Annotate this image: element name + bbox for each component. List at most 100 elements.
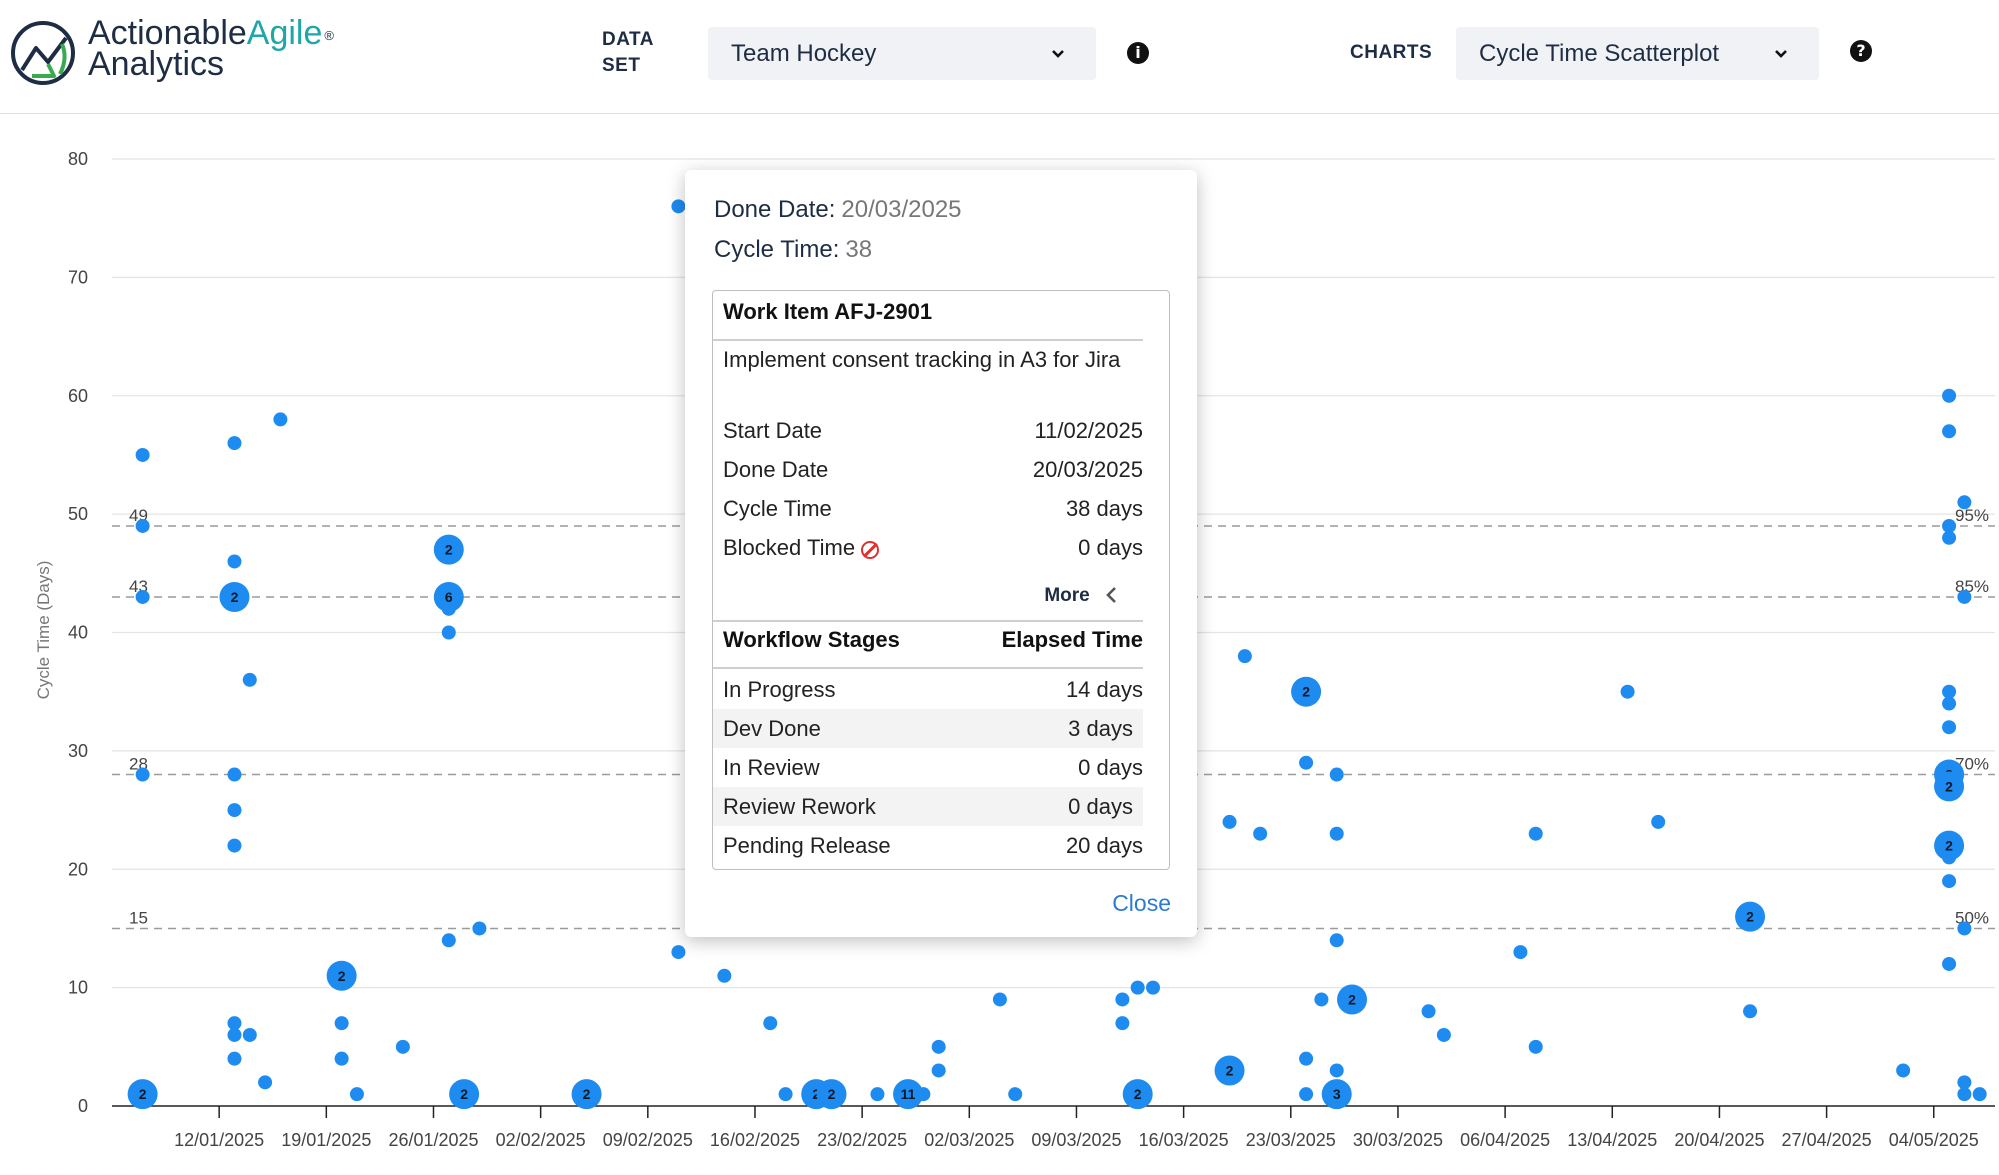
stage-label: In Progress bbox=[723, 677, 836, 702]
detail-label: Cycle Time bbox=[723, 496, 832, 521]
more-toggle[interactable]: More bbox=[1044, 583, 1119, 607]
data-point bbox=[135, 589, 150, 604]
work-item-title: Work Item AFJ-2901 bbox=[723, 299, 933, 324]
blocked-icon bbox=[861, 541, 880, 559]
dataset-select[interactable]: Team Hockey bbox=[708, 27, 1096, 80]
data-point-cluster bbox=[1735, 901, 1766, 932]
data-point bbox=[992, 992, 1007, 1007]
help-icon[interactable]: ? bbox=[1850, 40, 1872, 62]
data-point bbox=[1942, 684, 1957, 699]
data-point bbox=[1942, 956, 1957, 971]
y-tick-label: 30 bbox=[68, 741, 88, 761]
x-tick-label: 27/04/2025 bbox=[1782, 1130, 1872, 1150]
stage-value: 14 days bbox=[1065, 677, 1143, 702]
y-tick-label: 50 bbox=[68, 504, 88, 524]
data-point-cluster bbox=[1934, 771, 1965, 802]
cluster-count-label: 2 bbox=[1746, 909, 1754, 925]
y-tick-label: 80 bbox=[68, 149, 88, 169]
data-point bbox=[1528, 1039, 1543, 1054]
percentile-percent-label: 70% bbox=[1955, 755, 1989, 774]
stage-row-review-rework: Review Rework 0 days bbox=[713, 787, 1143, 826]
percentile-value-label: 15 bbox=[129, 908, 148, 927]
detail-row-cycle-time: Cycle Time 38 days bbox=[723, 489, 1143, 528]
stage-value: 0 days bbox=[1068, 794, 1133, 819]
detail-value: 0 days bbox=[1078, 535, 1143, 560]
x-tick-label: 09/03/2025 bbox=[1031, 1130, 1121, 1150]
stage-label: Review Rework bbox=[723, 794, 876, 819]
detail-row-blocked-time: Blocked Time 0 days bbox=[723, 528, 1143, 567]
x-tick-label: 16/02/2025 bbox=[710, 1130, 800, 1150]
y-tick-label: 60 bbox=[68, 386, 88, 406]
data-point-cluster bbox=[449, 1079, 480, 1110]
x-tick-label: 23/02/2025 bbox=[817, 1130, 907, 1150]
cluster-count-label: 2 bbox=[1134, 1086, 1142, 1102]
stage-value: 20 days bbox=[1065, 833, 1143, 858]
data-point bbox=[1942, 874, 1957, 889]
cluster-count-label: 2 bbox=[338, 968, 346, 984]
more-label: More bbox=[1044, 585, 1090, 606]
x-tick-label: 13/04/2025 bbox=[1567, 1130, 1657, 1150]
info-icon[interactable]: i bbox=[1127, 42, 1149, 64]
cluster-count-label: 2 bbox=[1302, 684, 1310, 700]
data-point-cluster bbox=[1337, 984, 1368, 1015]
cluster-count-label: 2 bbox=[460, 1086, 468, 1102]
close-button[interactable]: Close bbox=[1112, 890, 1171, 916]
data-point bbox=[1957, 1087, 1972, 1102]
data-point bbox=[472, 921, 487, 936]
x-tick-label: 26/01/2025 bbox=[388, 1130, 478, 1150]
data-point-cluster bbox=[1214, 1055, 1245, 1086]
data-point bbox=[1957, 921, 1972, 936]
detail-label: Start Date bbox=[723, 418, 823, 443]
data-point bbox=[1329, 933, 1344, 948]
data-point bbox=[1314, 992, 1329, 1007]
data-point bbox=[227, 436, 242, 451]
tooltip-cycle-time: Cycle Time: 38 bbox=[714, 236, 872, 264]
x-tick-label: 30/03/2025 bbox=[1353, 1130, 1443, 1150]
data-point bbox=[227, 554, 242, 569]
data-point bbox=[135, 518, 150, 533]
data-point bbox=[1942, 696, 1957, 711]
data-point-cluster bbox=[1934, 830, 1965, 861]
data-point bbox=[671, 945, 686, 960]
cluster-count-label: 3 bbox=[1333, 1086, 1341, 1102]
data-point bbox=[1942, 850, 1957, 865]
data-point bbox=[1957, 1075, 1972, 1090]
data-point bbox=[242, 672, 257, 687]
detail-label: Blocked Time bbox=[723, 535, 856, 560]
axes: 0 10 20 30 40 50 60 70 80 12/01/2025 19/01/2025 26/… bbox=[68, 149, 1995, 1150]
stage-value: 0 days bbox=[1078, 755, 1143, 780]
work-item-details: Work Item AFJ-2901 Implement consent tra… bbox=[712, 290, 1170, 870]
x-tick-label: 19/01/2025 bbox=[281, 1130, 371, 1150]
data-point bbox=[1146, 980, 1161, 995]
cycle-time-value: 38 bbox=[845, 236, 873, 263]
dataset-select-value: Team Hockey bbox=[731, 40, 877, 67]
dataset-label-line1: DATA bbox=[602, 29, 654, 50]
charts-label: CHARTS bbox=[1350, 42, 1433, 63]
workflow-stages-header: Workflow Stages bbox=[723, 627, 900, 652]
x-tick-label: 20/04/2025 bbox=[1674, 1130, 1764, 1150]
data-point bbox=[1008, 1087, 1023, 1102]
elapsed-time-header: Elapsed Time bbox=[1001, 627, 1143, 652]
data-point bbox=[931, 1063, 946, 1078]
data-point bbox=[1115, 992, 1130, 1007]
data-point bbox=[1299, 1051, 1314, 1066]
data-point bbox=[441, 625, 456, 640]
charts-select[interactable]: Cycle Time Scatterplot bbox=[1456, 27, 1819, 80]
cluster-count-label: 2 bbox=[1348, 991, 1356, 1007]
data-point bbox=[135, 767, 150, 782]
data-point bbox=[334, 1016, 349, 1031]
stage-label: Dev Done bbox=[723, 716, 821, 741]
x-tick-label: 23/03/2025 bbox=[1246, 1130, 1336, 1150]
cluster-count-label: 2 bbox=[139, 1086, 147, 1102]
detail-value: 38 days bbox=[1065, 496, 1143, 521]
x-tick-label: 02/02/2025 bbox=[496, 1130, 586, 1150]
cluster-count-label: 6 bbox=[445, 589, 453, 605]
logo-text: ActionableAgile ® Analytics bbox=[88, 16, 334, 81]
divider bbox=[713, 667, 1143, 669]
data-point bbox=[395, 1039, 410, 1054]
data-point-cluster bbox=[326, 960, 357, 991]
cluster-count-label: 2 bbox=[1945, 778, 1953, 794]
data-point bbox=[916, 1087, 931, 1102]
data-point-cluster bbox=[1122, 1079, 1153, 1110]
logo-word-agile: Agile bbox=[246, 14, 323, 52]
